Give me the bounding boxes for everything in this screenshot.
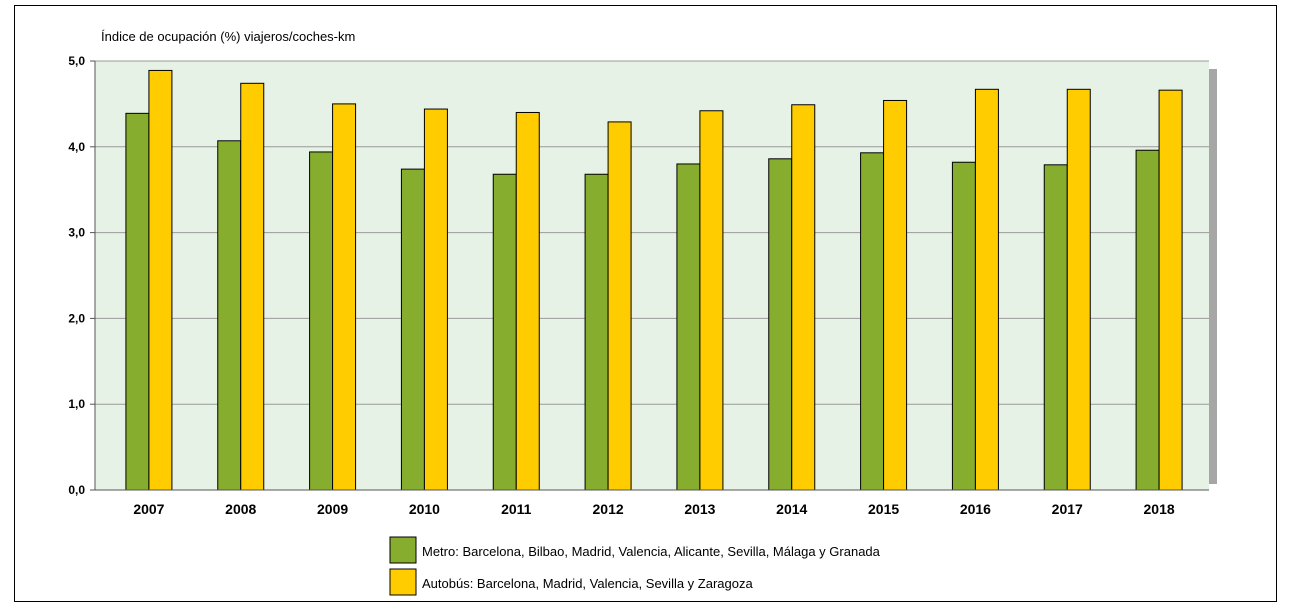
x-axis-ticks: 2007 2008 2009 2010 2011 2012 2013 2014 2015 2016…: [133, 501, 1175, 517]
bar-autobus-2010: [423, 108, 448, 491]
x-tick-label: 2009: [317, 501, 348, 517]
bar-autobus-2008: [240, 82, 265, 491]
bar-metro-2016: [951, 161, 976, 491]
x-tick-label: 2012: [593, 501, 624, 517]
x-tick-label: 2015: [868, 501, 899, 517]
x-tick-label: 2018: [1144, 501, 1175, 517]
bar-metro-2013: [676, 163, 701, 491]
x-tick-label: 2008: [225, 501, 256, 517]
y-axis-ticks: 0,0 1,0 2,0 3,0 4,0 5,0: [68, 54, 95, 497]
bar-metro-2014: [768, 158, 793, 491]
bar-metro-2007: [125, 112, 150, 491]
bar-autobus-2017: [1066, 88, 1091, 491]
bar-autobus-2012: [607, 121, 632, 491]
y-axis-label: Índice de ocupación (%) viajeros/coches-…: [101, 29, 355, 44]
x-tick-label: 2014: [776, 501, 807, 517]
bar-autobus-2015: [883, 99, 908, 491]
x-tick-label: 2013: [684, 501, 715, 517]
y-tick-label: 0,0: [68, 483, 85, 497]
y-tick-label: 4,0: [68, 140, 85, 154]
y-tick-label: 3,0: [68, 226, 85, 240]
x-tick-label: 2016: [960, 501, 991, 517]
x-tick-label: 2010: [409, 501, 440, 517]
bar-metro-2008: [217, 140, 242, 491]
bar-autobus-2013: [699, 110, 724, 491]
legend-label-autobus: Autobús: Barcelona, Madrid, Valencia, Se…: [422, 576, 753, 591]
bar-autobus-2016: [974, 88, 999, 491]
bar-metro-2010: [400, 168, 425, 491]
bar-autobus-2009: [332, 103, 357, 491]
bars: [125, 69, 1183, 491]
bar-metro-2012: [584, 173, 609, 491]
bar-metro-2017: [1043, 164, 1068, 491]
bar-metro-2009: [309, 151, 334, 491]
x-tick-label: 2017: [1052, 501, 1083, 517]
y-tick-label: 5,0: [68, 54, 85, 68]
bar-autobus-2011: [515, 111, 540, 491]
bar-autobus-2007: [148, 69, 173, 491]
legend-label-metro: Metro: Barcelona, Bilbao, Madrid, Valenc…: [422, 544, 881, 559]
legend-swatch-autobus: [389, 568, 417, 596]
y-tick-label: 2,0: [68, 311, 85, 325]
x-tick-label: 2011: [501, 501, 532, 517]
bar-metro-2011: [492, 173, 517, 491]
legend-swatch-metro: [389, 536, 417, 564]
y-tick-label: 1,0: [68, 397, 85, 411]
gridlines: [95, 60, 1209, 405]
bar-metro-2015: [860, 152, 885, 491]
plot-area: [95, 61, 1209, 490]
x-tick-label: 2007: [133, 501, 164, 517]
legend: Metro: Barcelona, Bilbao, Madrid, Valenc…: [389, 536, 881, 596]
bar-metro-2018: [1135, 149, 1160, 491]
bar-autobus-2014: [791, 104, 816, 491]
bar-autobus-2018: [1158, 89, 1183, 491]
